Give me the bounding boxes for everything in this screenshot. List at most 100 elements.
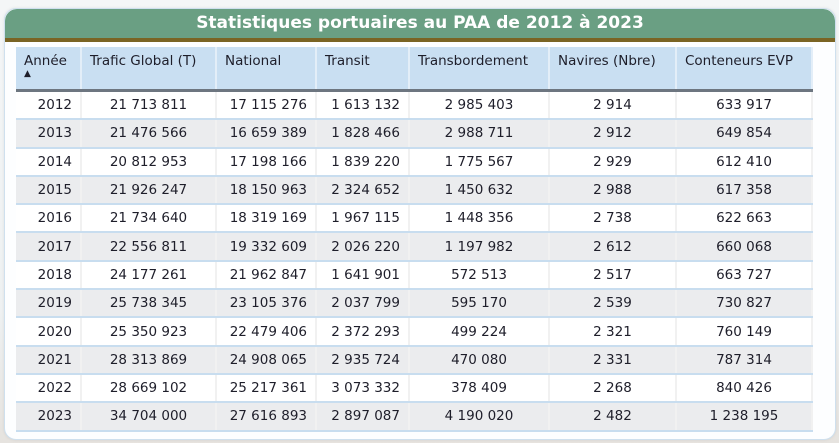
cell-national: 21 962 847: [216, 260, 317, 291]
cell-containers: 649 854: [676, 119, 813, 149]
cell-containers: 663 727: [676, 260, 813, 291]
cell-transshipment: 572 513: [409, 260, 550, 291]
table-row: 2012 21 713 811 17 115 276 1 613 132 2 985 4…: [16, 90, 813, 121]
cell-year: 2018: [16, 260, 82, 291]
cell-total-traffic: 28 669 102: [81, 373, 217, 404]
cell-national: 25 217 361: [216, 373, 317, 404]
cell-national: 16 659 389: [216, 119, 317, 149]
column-header-transshipment[interactable]: Transbordement: [409, 47, 550, 92]
cell-national: 17 198 166: [216, 147, 317, 177]
port-stats-table: Année ▲ Trafic Global (T) National Transit Tr…: [16, 47, 813, 432]
column-header-label: National: [225, 53, 282, 69]
header-row: Année ▲ Trafic Global (T) National Transit Tr…: [16, 47, 813, 92]
column-header-year[interactable]: Année ▲: [16, 47, 82, 92]
cell-national: 24 908 065: [216, 345, 317, 375]
cell-transit: 3 073 332: [316, 373, 410, 404]
cell-transshipment: 595 170: [409, 289, 550, 319]
cell-transshipment: 1 448 356: [409, 204, 550, 234]
cell-year: 2021: [16, 345, 82, 375]
cell-transit: 2 935 724: [316, 345, 410, 375]
cell-total-traffic: 24 177 261: [81, 260, 217, 291]
cell-national: 18 150 963: [216, 175, 317, 206]
cell-containers: 660 068: [676, 232, 813, 262]
cell-total-traffic: 25 738 345: [81, 289, 217, 319]
cell-transshipment: 2 985 403: [409, 90, 550, 121]
cell-containers: 760 149: [676, 317, 813, 347]
cell-transit: 1 828 466: [316, 119, 410, 149]
table-row: 2018 24 177 261 21 962 847 1 641 901 572 513…: [16, 260, 813, 291]
cell-containers: 787 314: [676, 345, 813, 375]
column-header-containers[interactable]: Conteneurs EVP: [676, 47, 813, 92]
cell-containers: 622 663: [676, 204, 813, 234]
table-row: 2013 21 476 566 16 659 389 1 828 466 2 988 7…: [16, 119, 813, 149]
cell-transshipment: 1 450 632: [409, 175, 550, 206]
cell-transit: 1 839 220: [316, 147, 410, 177]
sort-ascending-icon[interactable]: ▲: [24, 69, 31, 79]
column-header-label: Conteneurs EVP: [685, 53, 794, 69]
cell-total-traffic: 28 313 869: [81, 345, 217, 375]
cell-total-traffic: 20 812 953: [81, 147, 217, 177]
cell-ships: 2 331: [549, 345, 677, 375]
column-header-transit[interactable]: Transit: [316, 47, 410, 92]
cell-year: 2020: [16, 317, 82, 347]
cell-national: 17 115 276: [216, 90, 317, 121]
cell-year: 2014: [16, 147, 82, 177]
cell-national: 27 616 893: [216, 402, 317, 432]
cell-ships: 2 482: [549, 402, 677, 432]
cell-containers: 1 238 195: [676, 402, 813, 432]
table-row: 2023 34 704 000 27 616 893 2 897 087 4 190 0…: [16, 402, 813, 432]
table-row: 2020 25 350 923 22 479 406 2 372 293 499 224…: [16, 317, 813, 347]
cell-transit: 2 897 087: [316, 402, 410, 432]
column-header-label: Transit: [325, 53, 370, 69]
cell-national: 18 319 169: [216, 204, 317, 234]
column-header-label: Navires (Nbre): [558, 53, 656, 69]
cell-total-traffic: 21 476 566: [81, 119, 217, 149]
cell-year: 2019: [16, 289, 82, 319]
cell-year: 2017: [16, 232, 82, 262]
cell-ships: 2 929: [549, 147, 677, 177]
cell-transshipment: 470 080: [409, 345, 550, 375]
table-row: 2021 28 313 869 24 908 065 2 935 724 470 080…: [16, 345, 813, 375]
cell-transshipment: 2 988 711: [409, 119, 550, 149]
cell-transshipment: 1 775 567: [409, 147, 550, 177]
cell-transshipment: 4 190 020: [409, 402, 550, 432]
cell-national: 23 105 376: [216, 289, 317, 319]
cell-ships: 2 738: [549, 204, 677, 234]
column-header-ships[interactable]: Navires (Nbre): [549, 47, 677, 92]
column-header-national[interactable]: National: [216, 47, 317, 92]
cell-ships: 2 988: [549, 175, 677, 206]
column-header-label: Trafic Global (T): [90, 53, 197, 69]
cell-ships: 2 539: [549, 289, 677, 319]
cell-year: 2016: [16, 204, 82, 234]
cell-year: 2023: [16, 402, 82, 432]
cell-transit: 1 967 115: [316, 204, 410, 234]
table-row: 2017 22 556 811 19 332 609 2 026 220 1 197 9…: [16, 232, 813, 262]
table-row: 2015 21 926 247 18 150 963 2 324 652 1 450 6…: [16, 175, 813, 206]
cell-total-traffic: 25 350 923: [81, 317, 217, 347]
cell-transit: 2 324 652: [316, 175, 410, 206]
column-header-label: Transbordement: [418, 53, 528, 69]
cell-transshipment: 1 197 982: [409, 232, 550, 262]
cell-national: 22 479 406: [216, 317, 317, 347]
table-row: 2014 20 812 953 17 198 166 1 839 220 1 775 5…: [16, 147, 813, 177]
table-row: 2019 25 738 345 23 105 376 2 037 799 595 170…: [16, 289, 813, 319]
cell-transit: 1 641 901: [316, 260, 410, 291]
column-header-total-traffic[interactable]: Trafic Global (T): [81, 47, 217, 92]
cell-transit: 2 026 220: [316, 232, 410, 262]
cell-total-traffic: 34 704 000: [81, 402, 217, 432]
cell-transit: 1 613 132: [316, 90, 410, 121]
cell-containers: 633 917: [676, 90, 813, 121]
panel-title: Statistiques portuaires au PAA de 2012 à…: [5, 9, 835, 42]
table-row: 2016 21 734 640 18 319 169 1 967 115 1 448 3…: [16, 204, 813, 234]
cell-transit: 2 037 799: [316, 289, 410, 319]
table-row: 2022 28 669 102 25 217 361 3 073 332 378 409…: [16, 373, 813, 404]
cell-containers: 617 358: [676, 175, 813, 206]
cell-containers: 840 426: [676, 373, 813, 404]
cell-ships: 2 914: [549, 90, 677, 121]
cell-ships: 2 321: [549, 317, 677, 347]
cell-transshipment: 378 409: [409, 373, 550, 404]
cell-transshipment: 499 224: [409, 317, 550, 347]
cell-containers: 612 410: [676, 147, 813, 177]
cell-year: 2022: [16, 373, 82, 404]
cell-national: 19 332 609: [216, 232, 317, 262]
